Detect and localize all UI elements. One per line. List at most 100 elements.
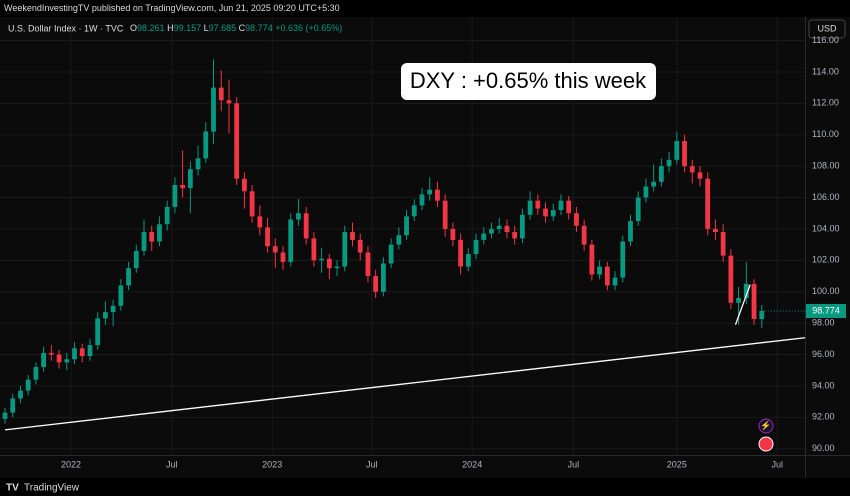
- footer: [0, 478, 850, 496]
- l-key: L: [204, 23, 209, 33]
- candle-body: [759, 310, 765, 320]
- candle-body: [311, 238, 317, 261]
- brand: TradingView: [24, 483, 80, 494]
- candle-body: [41, 352, 47, 368]
- candle-body: [574, 213, 579, 226]
- candle-body: [658, 166, 664, 182]
- candle-body: [651, 181, 657, 187]
- candle-body: [272, 246, 278, 253]
- candle-body: [736, 298, 741, 303]
- annotation: DXY : +0.65% this week: [410, 68, 647, 93]
- candle-body: [705, 178, 711, 229]
- candle-body: [33, 367, 39, 380]
- candle-body: [218, 87, 224, 101]
- candle-body: [187, 169, 193, 189]
- candle-body: [342, 232, 348, 267]
- y-tick-label: 98.00: [812, 318, 835, 328]
- candle-body: [697, 172, 703, 179]
- candle-body: [319, 258, 325, 261]
- y-tick-label: 100.00: [812, 286, 840, 296]
- candle-body: [334, 266, 340, 269]
- candle-body: [296, 213, 301, 220]
- price-label-box: [806, 303, 846, 318]
- x-tick-label: 2022: [61, 459, 81, 469]
- candle-body: [257, 216, 263, 228]
- y-tick-label: 116.00: [812, 35, 839, 45]
- candle-body: [527, 200, 533, 215]
- candle-body: [141, 232, 147, 251]
- y-tick-label: 90.00: [812, 443, 835, 453]
- candle-body: [357, 239, 363, 253]
- candle-body: [674, 141, 680, 160]
- candle-body: [519, 214, 525, 239]
- candle-body: [211, 87, 216, 132]
- candle-body: [180, 184, 186, 189]
- change: +0.636 (+0.65%): [275, 23, 342, 33]
- x-tick-label: Jul: [366, 459, 378, 469]
- candle-body: [481, 233, 487, 240]
- candle-body: [396, 235, 402, 245]
- h-key: H: [167, 23, 174, 33]
- annotation-box: [401, 63, 656, 100]
- candle-body: [589, 244, 595, 275]
- candle-body: [558, 200, 564, 211]
- candle-body: [458, 239, 464, 267]
- candle-body: [126, 268, 131, 286]
- candle-body: [666, 159, 672, 167]
- trendline: [4, 337, 806, 431]
- price-label: 98.774: [812, 305, 840, 315]
- y-tick-label: 106.00: [812, 192, 840, 202]
- currency-box[interactable]: [808, 19, 846, 39]
- candle-body: [56, 354, 62, 363]
- event-icon[interactable]: [758, 418, 774, 434]
- candle-body: [512, 232, 518, 239]
- candle-body: [713, 228, 718, 233]
- candle-body: [442, 200, 448, 229]
- candle-body: [326, 258, 332, 269]
- candle-body: [689, 166, 695, 173]
- candle-body: [566, 200, 572, 214]
- candle-body: [427, 189, 433, 195]
- candle-body: [550, 210, 556, 217]
- candle-body: [380, 263, 386, 292]
- y-tick-label: 112.00: [812, 98, 839, 108]
- candle-body: [411, 205, 417, 217]
- candle-body: [373, 276, 379, 292]
- candle-body: [496, 225, 502, 229]
- candle-body: [535, 200, 541, 209]
- candle-body: [465, 254, 471, 267]
- h-value: 99.157: [174, 23, 202, 33]
- candle-body: [303, 213, 309, 239]
- candle-body: [87, 345, 93, 357]
- candle-body: [628, 221, 633, 242]
- y-tick-label: 96.00: [812, 349, 835, 359]
- x-tick-label: 2025: [667, 459, 687, 469]
- candle-body: [48, 352, 54, 355]
- x-tick-label: 2024: [462, 459, 482, 469]
- candle-body: [743, 283, 749, 299]
- candle-body: [419, 194, 425, 206]
- candle-body: [280, 252, 286, 262]
- candle-body: [118, 285, 124, 306]
- candle-body: [157, 224, 162, 242]
- o-key: O: [130, 23, 137, 33]
- x-tick-label: 2023: [262, 459, 282, 469]
- candle-body: [164, 206, 170, 225]
- candle-body: [249, 191, 255, 217]
- candle-body: [504, 225, 510, 233]
- candle-body: [133, 250, 139, 269]
- trendline: [734, 284, 751, 325]
- candle-body: [64, 359, 70, 363]
- ohlc-legend: O98.261 H99.157 L97.685 C98.774 +0.636 (…: [130, 23, 342, 33]
- candle-body: [620, 241, 626, 278]
- o-value: 98.261: [137, 23, 165, 33]
- publish-info: WeekendInvestingTV published on TradingV…: [4, 3, 340, 13]
- candle-body: [203, 131, 209, 159]
- candle-body: [604, 266, 610, 286]
- candle-body: [350, 232, 355, 240]
- flag-icon[interactable]: [758, 436, 774, 452]
- symbol: U.S. Dollar Index · 1W · TVC: [8, 23, 124, 33]
- candle-body: [103, 312, 108, 319]
